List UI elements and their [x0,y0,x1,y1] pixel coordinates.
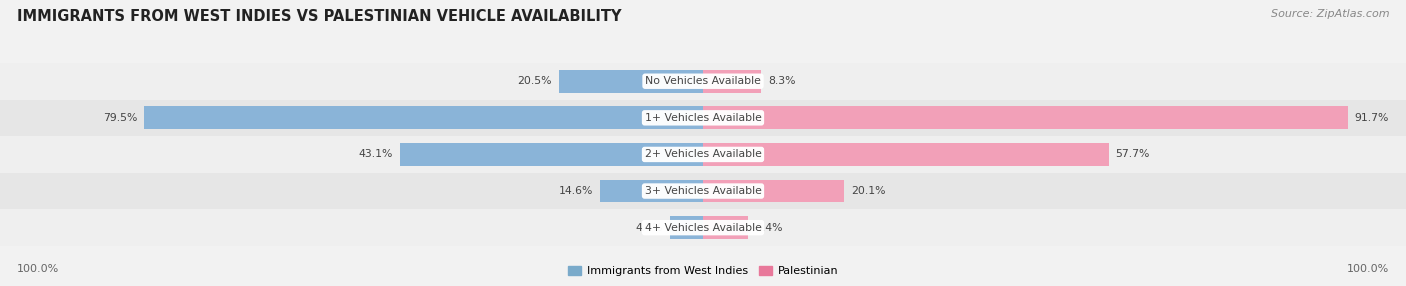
Text: 43.1%: 43.1% [359,150,392,159]
Bar [703,180,844,202]
Text: 1+ Vehicles Available: 1+ Vehicles Available [644,113,762,123]
Text: 3+ Vehicles Available: 3+ Vehicles Available [644,186,762,196]
Text: 2+ Vehicles Available: 2+ Vehicles Available [644,150,762,159]
Bar [401,143,703,166]
Bar [669,216,703,239]
Text: IMMIGRANTS FROM WEST INDIES VS PALESTINIAN VEHICLE AVAILABILITY: IMMIGRANTS FROM WEST INDIES VS PALESTINI… [17,9,621,23]
Bar [703,70,762,93]
Bar [703,143,1109,166]
Text: 8.3%: 8.3% [768,76,796,86]
Text: Source: ZipAtlas.com: Source: ZipAtlas.com [1271,9,1389,19]
Bar [600,180,703,202]
Text: 6.4%: 6.4% [755,223,783,233]
Bar [703,216,748,239]
Legend: Immigrants from West Indies, Palestinian: Immigrants from West Indies, Palestinian [564,261,842,281]
Bar [703,106,1348,129]
Text: 100.0%: 100.0% [1347,264,1389,274]
Text: 57.7%: 57.7% [1116,150,1150,159]
Text: 20.1%: 20.1% [852,186,886,196]
Text: 91.7%: 91.7% [1355,113,1389,123]
Bar [560,70,703,93]
Text: No Vehicles Available: No Vehicles Available [645,76,761,86]
Text: 14.6%: 14.6% [560,186,593,196]
Text: 100.0%: 100.0% [17,264,59,274]
Text: 4.7%: 4.7% [636,223,664,233]
Text: 20.5%: 20.5% [517,76,551,86]
Text: 79.5%: 79.5% [103,113,138,123]
Text: 4+ Vehicles Available: 4+ Vehicles Available [644,223,762,233]
Bar [145,106,703,129]
